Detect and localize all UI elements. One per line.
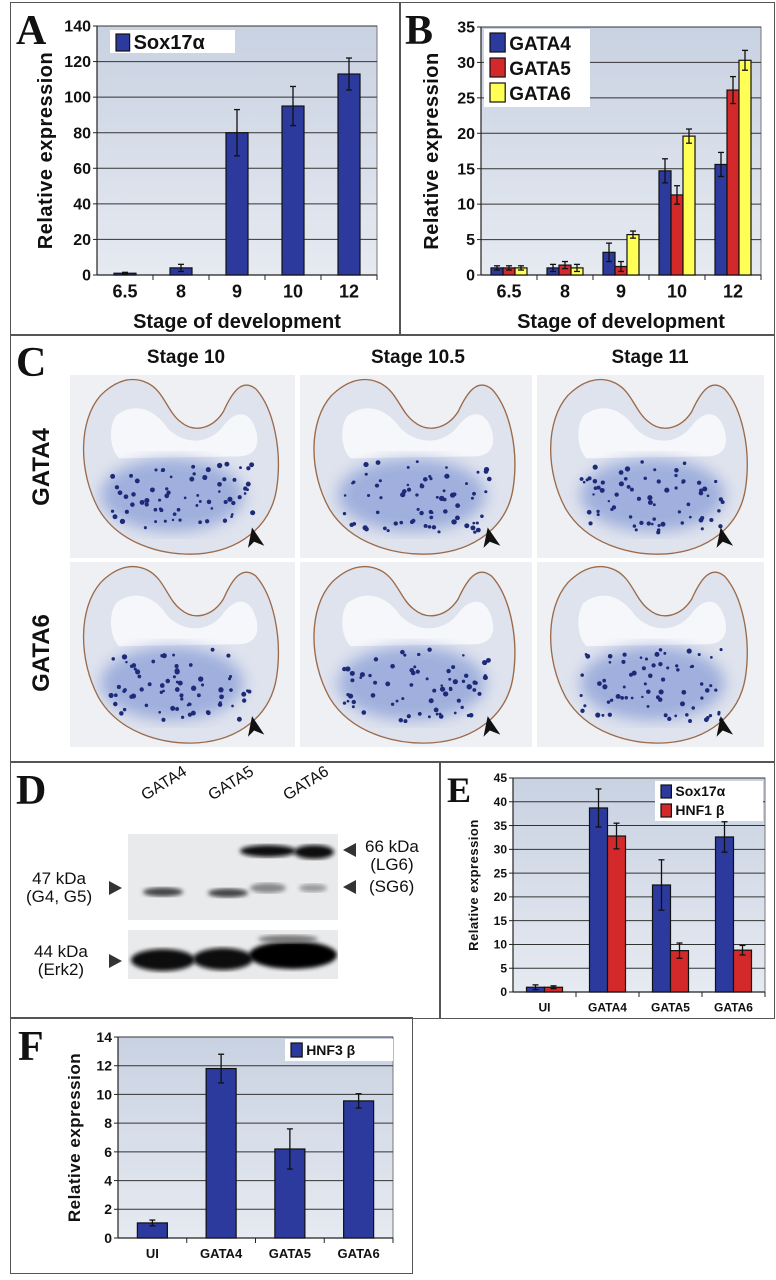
embryo-section [313, 378, 516, 555]
embryo-section [550, 565, 748, 744]
arrowhead-g45-icon [109, 881, 122, 895]
row-label-gata6: GATA6 [28, 614, 55, 692]
panel-label-e: E [447, 770, 472, 810]
marker-g45-name: (G4, G5) [26, 886, 93, 906]
blot-bands [143, 845, 334, 898]
embryo-section [313, 565, 516, 744]
marker-erk2: 44 kDa (Erk2) [34, 943, 88, 979]
panel-e [439, 761, 775, 1019]
arrowhead-icon [483, 716, 501, 737]
marker-erk-name: (Erk2) [37, 959, 85, 979]
panel-label-f: F [18, 1024, 44, 1070]
in-situ-image-gata4-col1 [70, 375, 295, 558]
western-blot-erk2 [128, 930, 338, 979]
arrowhead-erk2-icon [109, 954, 122, 968]
western-blot-gata [128, 834, 338, 920]
marker-lg6-name: (LG6) [370, 854, 414, 874]
marker-g45-size: 47 kDa [32, 869, 86, 888]
arrowhead-lg6-icon [343, 843, 356, 857]
in-situ-image-gata6-col3 [537, 562, 764, 747]
in-situ-image-gata6-col2 [300, 562, 532, 747]
marker-lg6: 66 kDa (LG6) [365, 838, 419, 874]
panel-b [399, 2, 775, 336]
arrowhead-icon [483, 527, 501, 548]
embryo-section [550, 378, 748, 555]
arrowhead-icon [716, 527, 734, 548]
embryo-section [82, 378, 280, 555]
panel-label-a: A [16, 8, 47, 54]
blot-bands-erk2 [131, 935, 337, 971]
arrowhead-icon [716, 716, 734, 737]
embryo-section [82, 565, 280, 744]
marker-erk-size: 44 kDa [34, 942, 88, 961]
column-label-stage-11: Stage 11 [611, 347, 689, 368]
marker-sg6: (SG6) [369, 877, 415, 896]
panel-f [10, 1017, 413, 1274]
column-label-stage-10-5: Stage 10.5 [371, 347, 465, 368]
marker-lg6-size: 66 kDa [365, 837, 419, 856]
in-situ-image-gata4-col2 [300, 375, 532, 558]
marker-g4-g5: 47 kDa (G4, G5) [26, 870, 92, 906]
arrowhead-sg6-icon [343, 880, 356, 894]
arrowhead-icon [247, 527, 265, 548]
in-situ-image-gata6-col1 [70, 562, 295, 747]
panel-c [10, 334, 775, 763]
column-label-stage-10: Stage 10 [146, 347, 226, 368]
panel-label-c: C [16, 340, 47, 386]
panel-label-b: B [405, 8, 434, 54]
panel-label-d: D [16, 768, 47, 814]
panel-a [10, 2, 401, 336]
in-situ-image-gata4-col3 [537, 375, 764, 558]
arrowhead-icon [247, 716, 265, 737]
row-label-gata4: GATA4 [28, 428, 55, 506]
panel-d [10, 761, 441, 1019]
